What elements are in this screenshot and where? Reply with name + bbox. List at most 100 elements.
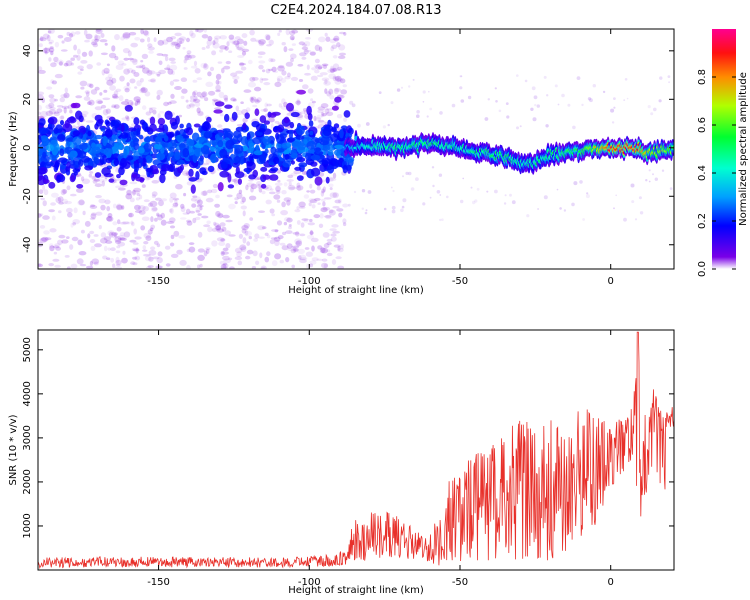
spectrogram-noise-blob — [144, 255, 152, 262]
spectrogram-noise-blob — [156, 89, 163, 96]
spectrogram-noise-blob — [117, 219, 121, 225]
spectrogram-noise-blob — [194, 216, 201, 221]
spectrogram-noise-blob — [197, 248, 205, 253]
spectrogram-band-blob — [195, 170, 200, 180]
colorbar-tick-label: 0.0 — [697, 261, 708, 277]
spectrogram-noise-blob — [154, 217, 158, 222]
spectrogram-noise-blob — [88, 99, 95, 106]
spectrogram-noise-blob — [86, 265, 94, 269]
spectrogram-noise-blob — [306, 190, 310, 193]
spectrogram-noise-blob — [100, 232, 107, 238]
spectrogram-noise-blob — [318, 120, 326, 125]
spectrogram-noise-blob — [161, 53, 169, 57]
spectrogram-band-blob — [296, 89, 306, 95]
spectrogram-noise-blob — [129, 197, 135, 203]
spectrogram-noise-blob — [141, 184, 146, 188]
spectrogram-noise-blob — [118, 95, 124, 102]
spectrogram-noise-blob — [241, 48, 250, 53]
spectrogram-noise-blob — [133, 228, 137, 235]
spectrogram-noise-blob — [291, 245, 300, 249]
spectrogram-noise-blob — [249, 76, 256, 82]
spectrogram-noise-blob — [123, 68, 130, 75]
spectrogram-band-blob — [60, 120, 64, 126]
spectrogram-band-blob — [207, 165, 215, 173]
spectrogram-noise-blob — [285, 257, 290, 263]
spectrogram-noise-blob — [182, 170, 190, 176]
spectrogram-band-blob — [252, 169, 258, 178]
colorbar-tick-label: 0.4 — [697, 165, 708, 181]
spectrogram-noise-blob — [314, 69, 320, 74]
spectrogram-noise-blob — [241, 196, 246, 203]
spectrogram-speckle — [586, 192, 589, 195]
spectrogram-noise-blob — [159, 110, 165, 114]
spectrogram-noise-blob — [128, 212, 134, 218]
spectrogram-noise-blob — [304, 247, 310, 250]
spectrogram-noise-blob — [101, 69, 106, 76]
spectrogram-band-blob — [215, 147, 221, 156]
spectrogram-noise-blob — [133, 103, 137, 106]
spectrogram-noise-blob — [84, 220, 91, 227]
spectrogram-noise-blob — [316, 114, 322, 120]
spectrogram-noise-blob — [322, 232, 330, 238]
spectrogram-band-blob — [134, 163, 139, 173]
spectrogram-speckle — [431, 166, 435, 169]
spectrogram-noise-blob — [269, 239, 275, 245]
spectrogram-speckle — [422, 101, 425, 103]
spectrogram-band-blob — [270, 146, 277, 154]
spectrogram-band-blob — [289, 121, 295, 129]
spectrogram-band-blob — [319, 154, 325, 160]
spectrogram-noise-blob — [38, 43, 43, 48]
spectrogram-speckle — [476, 187, 480, 191]
spectrogram-noise-blob — [289, 35, 295, 41]
spectrogram-noise-blob — [100, 204, 106, 211]
spectrogram-noise-blob — [219, 45, 228, 50]
spectrogram-band-blob — [310, 167, 321, 177]
spectrogram-noise-blob — [331, 224, 339, 228]
spectrogram-noise-blob — [290, 57, 294, 63]
spectrogram-speckle — [460, 199, 464, 204]
spectrogram-band-blob — [94, 134, 103, 140]
spectrogram-noise-blob — [304, 72, 311, 76]
spectrogram-noise-blob — [95, 29, 102, 32]
spectrogram-speckle — [536, 104, 540, 108]
spectrogram-noise-blob — [169, 242, 175, 247]
spectrogram-speckle — [511, 200, 516, 205]
spectrogram-noise-blob — [323, 263, 328, 269]
spectrogram-noise-blob — [281, 190, 287, 195]
spectrogram-noise-blob — [81, 110, 89, 116]
spectrogram-noise-blob — [88, 173, 93, 178]
spectrogram-noise-blob — [49, 106, 56, 111]
spectrogram-noise-blob — [224, 46, 229, 51]
spectrogram-noise-blob — [53, 111, 60, 114]
spectrogram-band-blob — [59, 148, 65, 157]
spectrogram-band-blob — [79, 142, 88, 150]
spectrogram-noise-blob — [332, 55, 338, 59]
spectrogram-noise-blob — [161, 198, 168, 202]
spectrogram-noise-blob — [156, 243, 161, 248]
spectrogram-noise-blob — [281, 201, 286, 208]
spectrogram-speckle — [581, 103, 584, 107]
spectrogram-band-blob — [203, 131, 213, 139]
spectrogram-noise-blob — [155, 265, 163, 269]
spectrogram-band-blob — [178, 143, 186, 148]
spectrogram-noise-blob — [38, 91, 45, 96]
spectrogram-band-blob — [149, 116, 156, 126]
spectrogram-band-blob — [294, 166, 302, 171]
spectrogram-noise-blob — [80, 176, 85, 182]
spectrogram-speckle — [623, 217, 627, 222]
spectrogram-band-blob — [101, 167, 111, 176]
spectrogram-band-blob — [242, 122, 247, 131]
spectrogram-noise-blob — [61, 105, 70, 109]
spectrogram-noise-blob — [77, 200, 86, 206]
spectrogram-noise-blob — [326, 91, 332, 97]
spectrogram-noise-blob — [266, 251, 271, 257]
spectrogram-noise-blob — [298, 79, 304, 82]
spectrogram-noise-blob — [61, 198, 68, 205]
spectrogram-band-blob — [153, 143, 163, 150]
spectrogram-noise-blob — [107, 213, 113, 218]
spectrogram-noise-blob — [317, 66, 323, 70]
spectrogram-noise-blob — [287, 72, 291, 78]
spectrogram-noise-blob — [89, 205, 98, 209]
spectrogram-band-blob — [145, 155, 153, 164]
spectrogram-noise-blob — [44, 47, 48, 53]
